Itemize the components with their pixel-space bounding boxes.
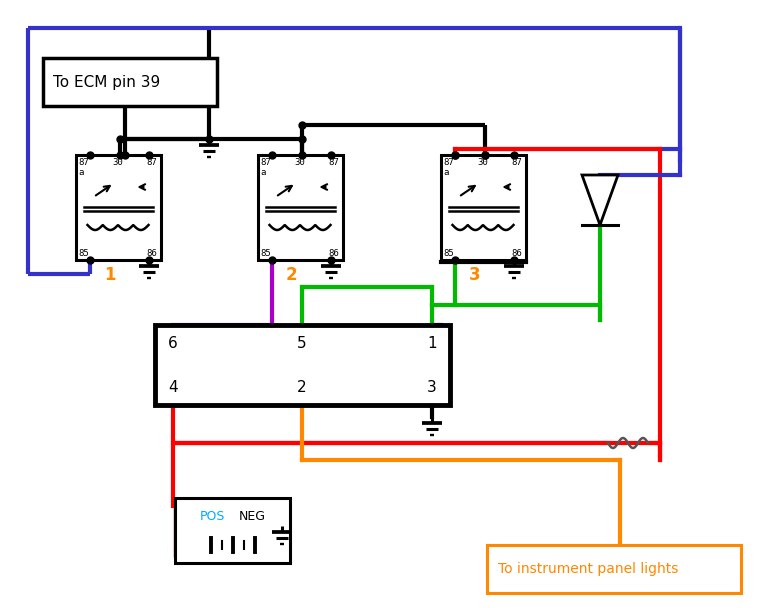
Text: 3: 3	[469, 266, 481, 284]
Text: 87: 87	[512, 158, 523, 167]
Bar	[258, 155, 342, 260]
Text: To instrument panel lights: To instrument panel lights	[498, 562, 678, 576]
Text: 86: 86	[512, 249, 523, 258]
Text: 30: 30	[478, 158, 488, 167]
Bar	[75, 155, 161, 260]
Text: 2: 2	[286, 266, 298, 284]
Text: 87
a: 87 a	[443, 158, 454, 178]
Text: 87
a: 87 a	[261, 158, 271, 178]
Text: 2: 2	[297, 379, 307, 395]
Bar	[175, 498, 290, 563]
Text: 6: 6	[168, 336, 178, 350]
Polygon shape	[582, 175, 618, 225]
Text: 86: 86	[147, 249, 158, 258]
FancyBboxPatch shape	[487, 545, 741, 593]
Text: 5: 5	[297, 336, 307, 350]
Text: 1: 1	[427, 336, 437, 350]
Bar	[440, 155, 526, 260]
Text: NEG: NEG	[239, 510, 266, 522]
Text: 85: 85	[261, 249, 271, 258]
Text: 30: 30	[113, 158, 123, 167]
Text: 85: 85	[78, 249, 89, 258]
Text: 87: 87	[328, 158, 340, 167]
FancyBboxPatch shape	[43, 58, 217, 106]
Bar	[155, 325, 450, 405]
Text: 1: 1	[104, 266, 116, 284]
Text: POS: POS	[200, 510, 226, 522]
Text: To ECM pin 39: To ECM pin 39	[53, 75, 160, 89]
Text: 87
a: 87 a	[78, 158, 89, 178]
Text: 87: 87	[147, 158, 158, 167]
Text: 3: 3	[427, 379, 437, 395]
Text: 86: 86	[328, 249, 340, 258]
Text: 4: 4	[168, 379, 178, 395]
Text: 30: 30	[295, 158, 306, 167]
Text: 85: 85	[443, 249, 454, 258]
